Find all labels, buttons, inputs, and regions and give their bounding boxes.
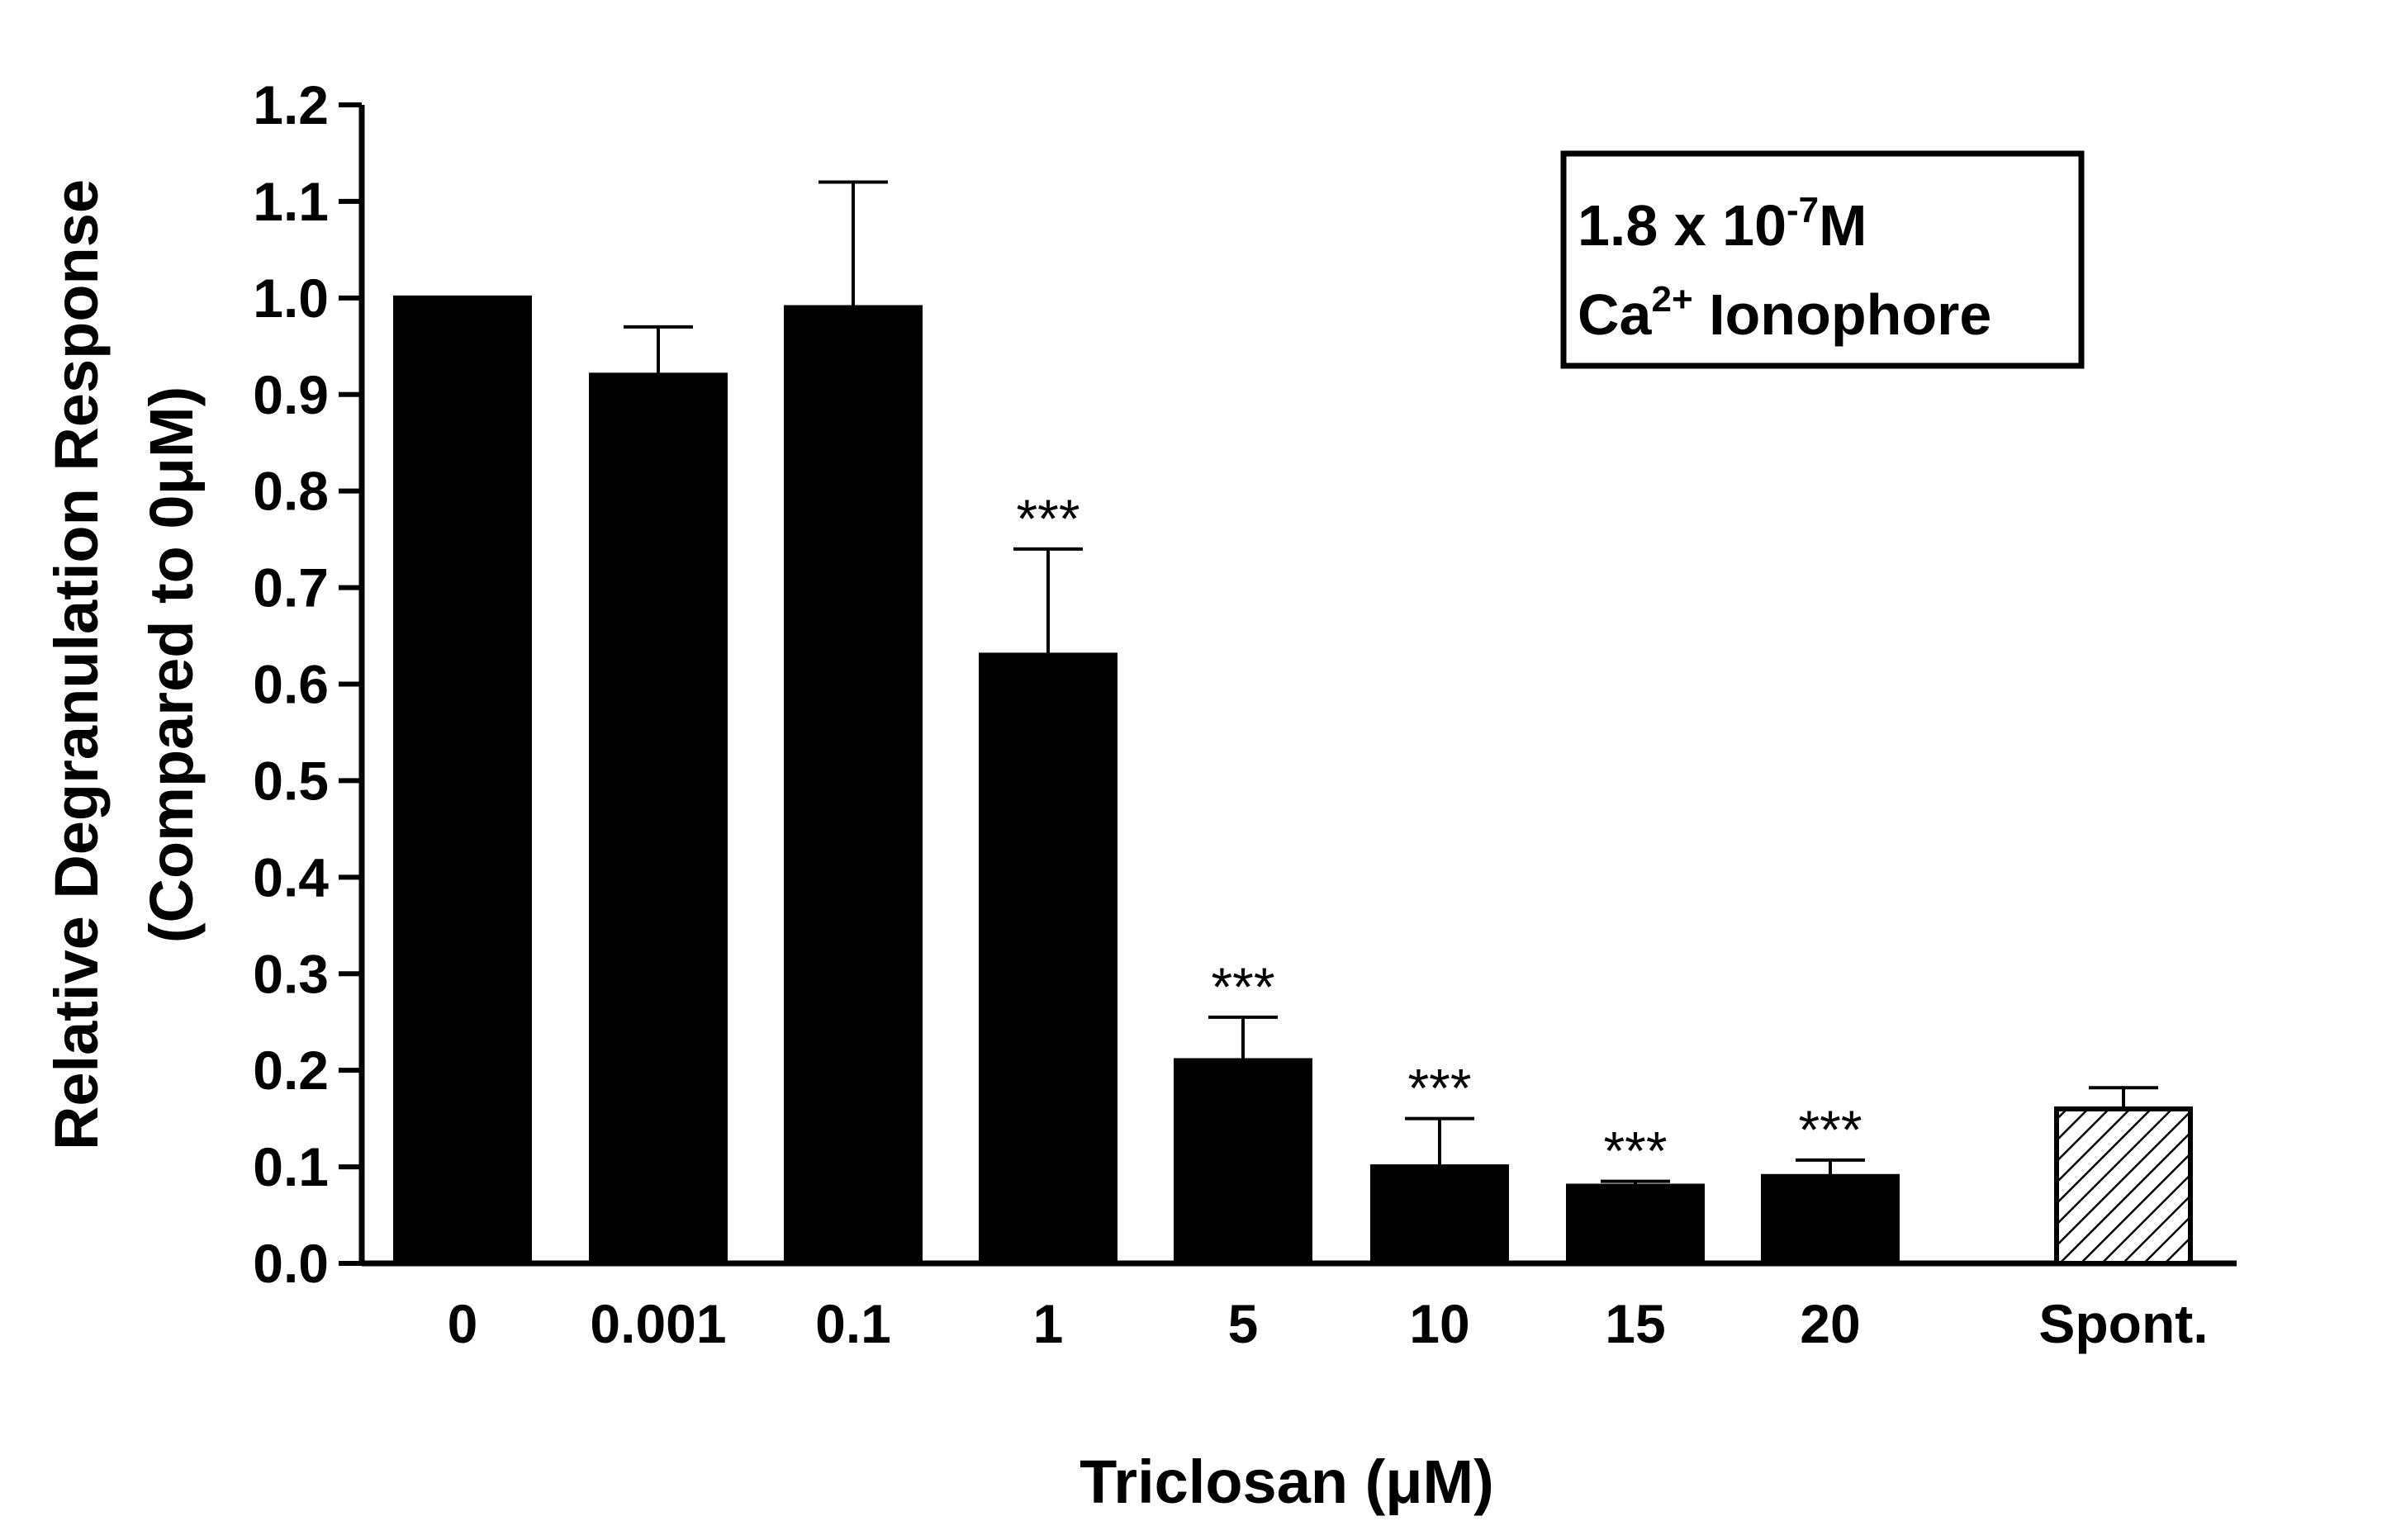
annotation-box: 1.8 x 10-7M Ca2+ Ionophore <box>1560 150 2085 369</box>
annotation-line2-base: Ca <box>1578 282 1653 347</box>
y-tick-label: 0.8 <box>253 461 329 522</box>
y-tick-label: 0.1 <box>253 1136 329 1197</box>
bar <box>1566 1183 1705 1267</box>
x-tick-label: 5 <box>1228 1293 1259 1354</box>
annotation-border <box>1560 150 2085 369</box>
x-tick-label: Spont. <box>2038 1293 2208 1354</box>
y-axis-title-line2: (Compared to 0μM) <box>137 386 206 943</box>
bar <box>393 295 532 1266</box>
annotation-line1-base: 1.8 x 10 <box>1578 193 1786 258</box>
x-tick-label: 1 <box>1033 1293 1064 1354</box>
y-tick-label: 1.1 <box>253 171 329 232</box>
annotation-line2: Ca2+ Ionophore <box>1578 279 1991 347</box>
y-tick-label: 0.4 <box>253 846 329 907</box>
significance-label: *** <box>1016 488 1079 549</box>
y-tick-label: 0.3 <box>253 943 329 1004</box>
significance-label: *** <box>1407 1058 1471 1119</box>
bar <box>1174 1058 1312 1266</box>
bar <box>1761 1173 1900 1267</box>
x-axis: 0 0.001 0.1 1 5 10 15 20 Spont. <box>362 1260 2237 1354</box>
annotation-line2-end: Ionophore <box>1693 282 1992 347</box>
annotation-line1-sup: -7 <box>1786 190 1819 230</box>
y-axis-title-line1: Relative Degranulation Response <box>42 179 111 1150</box>
bar-hatched <box>2054 1106 2193 1267</box>
y-tick-label: 0.5 <box>253 750 329 811</box>
bar <box>589 372 728 1266</box>
x-tick-label: 10 <box>1409 1293 1469 1354</box>
y-tick-label: 1.0 <box>253 268 329 329</box>
y-tick-label: 1.2 <box>253 74 329 135</box>
annotation-line1: 1.8 x 10-7M <box>1578 190 1867 258</box>
significance-label: *** <box>1798 1099 1862 1160</box>
x-tick-label: 0.1 <box>815 1293 891 1354</box>
bar <box>784 305 923 1266</box>
annotation-line1-end: M <box>1819 193 1867 258</box>
x-axis-title: Triclosan (μM) <box>1079 1448 1494 1516</box>
significance-label: *** <box>1603 1121 1667 1182</box>
x-tick-label: 15 <box>1605 1293 1665 1354</box>
y-tick-label: 0.6 <box>253 654 329 715</box>
x-tick-label: 20 <box>1800 1293 1860 1354</box>
x-tick-label: 0.001 <box>590 1293 726 1354</box>
bar <box>1370 1164 1509 1267</box>
y-tick-label: 0.7 <box>253 557 329 618</box>
y-tick-label: 0.2 <box>253 1040 329 1101</box>
bars-group: *** *** *** *** *** <box>393 180 2193 1267</box>
bar <box>979 652 1117 1266</box>
y-tick-label: 0.9 <box>253 364 329 425</box>
y-axis: 0.0 0.1 0.2 0.3 0.4 0.5 0.6 0.7 0.8 0.9 1.0 1.1 1.2 <box>253 74 365 1294</box>
x-tick-label: 0 <box>448 1293 478 1354</box>
annotation-line2-sup: 2+ <box>1651 279 1692 320</box>
y-tick-label: 0.0 <box>253 1233 329 1294</box>
significance-label: *** <box>1211 956 1274 1017</box>
